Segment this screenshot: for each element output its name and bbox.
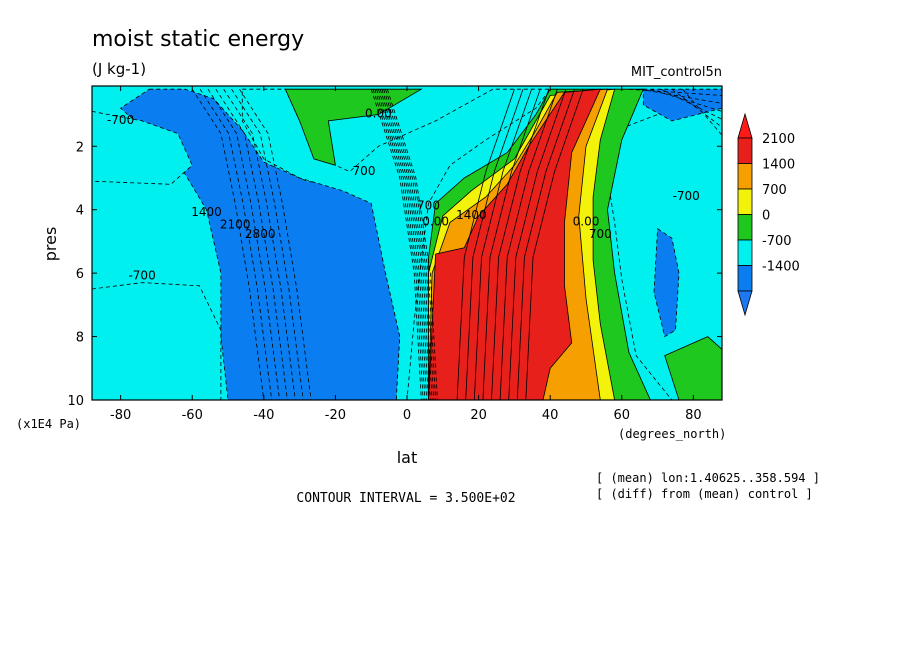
band-green-upper	[284, 88, 423, 166]
band-red-east	[428, 88, 601, 400]
colorbar-swatch	[737, 265, 753, 292]
colorbar-label: -700	[762, 234, 792, 249]
contour-south-6	[239, 88, 312, 400]
contour-label: 0.00	[573, 215, 600, 229]
x-tick-label: 60	[613, 408, 630, 423]
contour-equator-2	[374, 89, 426, 400]
colorbar-swatch	[737, 163, 753, 190]
band-blue-east-lens	[653, 227, 680, 338]
y-tick-label: 10	[67, 394, 84, 409]
x-tick-label: 0	[403, 408, 411, 423]
contour-label: -700	[107, 113, 134, 127]
contour-north-2	[473, 89, 532, 400]
contour-label: -700	[128, 269, 155, 283]
x-tick-label: 80	[685, 408, 702, 423]
contour-label: 700	[353, 164, 376, 178]
y-tick-label: 4	[76, 204, 84, 219]
contour-equator-4	[378, 89, 429, 400]
x-units-label: (degrees_north)	[618, 427, 726, 441]
contour-label: 1400	[456, 208, 487, 222]
contour-polar-0	[628, 88, 722, 96]
band-green-east-pool	[664, 336, 722, 400]
contour-polar-4	[671, 88, 722, 128]
colorbar-bottom-arrow	[737, 290, 753, 317]
contour-equator-6	[381, 89, 433, 400]
contour-south-4	[223, 88, 296, 400]
contour-south-5	[231, 88, 304, 400]
contour-north-5	[499, 89, 558, 400]
contour-label: 0.00	[365, 107, 392, 121]
contour-equator-9	[386, 89, 438, 400]
contour-polar-3	[660, 88, 722, 120]
colorbar-label: 2100	[762, 132, 795, 147]
contour-south-0	[191, 88, 265, 400]
contour-south-2	[207, 88, 280, 400]
x-axis-label: lat	[397, 448, 418, 467]
contour-label: 0.00	[422, 215, 449, 229]
contour-equator-0	[370, 89, 422, 400]
y-units-label: (x1E4 Pa)	[16, 417, 81, 431]
contour-label: -700	[673, 189, 700, 203]
contour-equator-8	[385, 89, 436, 400]
contour-north-0	[456, 89, 515, 400]
y-tick-label: 8	[76, 331, 84, 346]
band-light-blue-south-upper	[92, 110, 193, 185]
contour-south-3	[215, 88, 288, 400]
y-axis-label: pres	[41, 227, 60, 262]
x-tick-label: -60	[182, 408, 203, 423]
contour-north-3	[482, 89, 541, 400]
contour-north-4	[491, 89, 550, 400]
y-tick-label: 6	[76, 267, 84, 282]
note-diff: [ (diff) from (mean) control ]	[596, 487, 813, 501]
contour-label: 2800	[245, 227, 276, 241]
band-blue-east-top	[642, 88, 722, 122]
contour-equator-5	[379, 89, 431, 400]
x-tick-label: -40	[253, 408, 274, 423]
colorbar-swatch	[737, 239, 753, 266]
note-lon-range: [ (mean) lon:1.40625..358.594 ]	[596, 471, 820, 485]
x-tick-label: -80	[110, 408, 131, 423]
contour-label: 1400	[191, 205, 222, 219]
contour-interval: CONTOUR INTERVAL = 3.500E+02	[296, 491, 515, 506]
contour-label: 700	[417, 199, 440, 213]
band-light-blue-upper-wedge	[241, 88, 552, 400]
contour-north-7	[516, 89, 575, 400]
x-tick-label: 20	[470, 408, 487, 423]
colorbar-swatch	[737, 137, 753, 164]
contour-north-8	[525, 89, 584, 400]
y-axis: 2 4 6 8 10	[67, 140, 722, 409]
contour-equator-1	[372, 89, 424, 400]
x-tick-label: 40	[542, 408, 559, 423]
colorbar-label: 700	[762, 183, 787, 198]
contour-south-1	[199, 88, 273, 400]
contour-north-6	[508, 89, 567, 400]
contour-lines	[191, 88, 722, 400]
contour-label: 2100	[220, 218, 251, 232]
contour-equator-7	[383, 89, 435, 400]
colorbar-top-arrow	[737, 112, 753, 139]
contour-polar-2	[650, 88, 722, 112]
x-axis: -80 -60 -40 -20 0 20 40 60 80	[110, 86, 702, 423]
contour-polar-5	[682, 88, 722, 136]
band-light-blue-south-lower	[92, 282, 222, 400]
colorbar-label: 1400	[762, 158, 795, 173]
units-label: (J kg-1)	[92, 60, 146, 78]
colorbar-swatch	[737, 214, 753, 241]
colorbar: 2100 1400 700 0 -700 -1400	[737, 112, 800, 317]
colorbar-label: -1400	[762, 260, 800, 275]
contour-equator-3	[376, 89, 428, 400]
contour-north-1	[465, 89, 524, 400]
y-tick-label: 2	[76, 140, 84, 155]
colorbar-label: 0	[762, 209, 770, 224]
colorbar-swatch	[737, 188, 753, 215]
contour-labels: -700 0.00140021002800-70070014000.00700-7…	[107, 107, 700, 283]
x-tick-label: -20	[325, 408, 346, 423]
chart-title: moist static energy	[92, 27, 304, 52]
dataset-label: MIT_control5n	[631, 65, 722, 80]
filled-contour-bands	[92, 88, 722, 400]
contour-label: 700	[589, 227, 612, 241]
